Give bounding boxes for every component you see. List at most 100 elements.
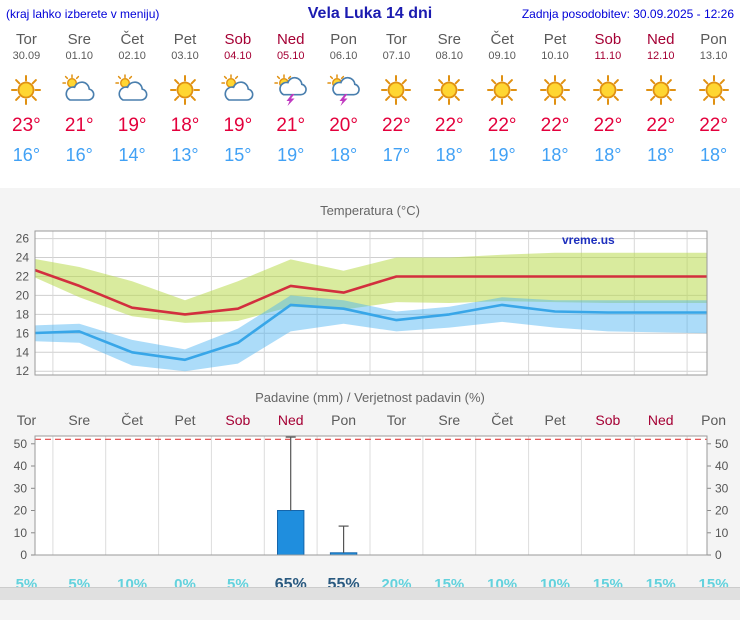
menu-hint-link[interactable]: (kraj lahko izberete v meniju) bbox=[6, 7, 160, 21]
day-date: 10.10 bbox=[541, 50, 569, 62]
svg-text:0: 0 bbox=[715, 548, 722, 562]
temp-min: 19° bbox=[277, 145, 305, 165]
precip-day-label: Pon bbox=[331, 412, 357, 428]
temp-max: 22° bbox=[646, 115, 676, 136]
day-date: 30.09 bbox=[12, 50, 41, 62]
temp-max: 23° bbox=[12, 115, 41, 136]
precip-day-label: Čet bbox=[491, 412, 514, 428]
svg-text:20: 20 bbox=[16, 288, 30, 302]
day-date: 06.10 bbox=[329, 50, 358, 62]
svg-text:20: 20 bbox=[715, 504, 729, 518]
last-updated-text: Zadnja posodobitev: 30.09.2025 - 12:26 bbox=[521, 7, 734, 21]
day-column[interactable]: Sob 04.10 19° 15° bbox=[211, 29, 264, 168]
day-date: 05.10 bbox=[276, 50, 305, 62]
weather-icon-storm bbox=[264, 67, 317, 113]
svg-text:50: 50 bbox=[715, 437, 729, 451]
weather-icon-cloud-sun bbox=[211, 67, 264, 113]
day-date: 08.10 bbox=[435, 50, 464, 62]
temp-min: 17° bbox=[382, 145, 411, 165]
weather-icon-sun bbox=[687, 67, 740, 113]
day-name: Sob bbox=[224, 31, 252, 48]
temp-min: 13° bbox=[171, 145, 199, 165]
precip-day-label: Pet bbox=[174, 412, 196, 428]
day-name: Ned bbox=[646, 31, 675, 48]
precip-day-label: Ned bbox=[277, 412, 304, 428]
day-column[interactable]: Sob 11.10 22° 18° bbox=[581, 29, 634, 168]
day-date: 03.10 bbox=[171, 50, 199, 62]
day-date: 02.10 bbox=[118, 50, 146, 62]
svg-text:20: 20 bbox=[14, 504, 28, 518]
day-name: Sob bbox=[594, 31, 622, 48]
precip-day-label: Čet bbox=[121, 412, 144, 428]
precip-day-label: Sre bbox=[68, 412, 91, 428]
day-name: Tor bbox=[16, 31, 37, 48]
temp-max: 18° bbox=[170, 115, 200, 136]
day-column[interactable]: Pon 06.10 20° 18° bbox=[317, 29, 370, 168]
day-column[interactable]: Tor 30.09 23° 16° bbox=[0, 29, 53, 168]
weather-icon-sun bbox=[634, 67, 687, 113]
day-name: Čet bbox=[490, 31, 514, 48]
weather-icon-sun bbox=[159, 67, 212, 113]
day-column[interactable]: Sre 01.10 21° 16° bbox=[53, 29, 106, 168]
svg-text:30: 30 bbox=[715, 481, 729, 495]
svg-text:40: 40 bbox=[14, 459, 28, 473]
temp-min: 16° bbox=[65, 145, 93, 165]
precip-day-label: Sob bbox=[225, 412, 251, 428]
day-name: Pet bbox=[173, 31, 197, 48]
day-column[interactable]: Čet 09.10 22° 19° bbox=[476, 29, 529, 168]
day-column[interactable]: Tor 07.10 22° 17° bbox=[370, 29, 423, 168]
temp-min: 18° bbox=[647, 145, 675, 165]
temp-min: 18° bbox=[329, 145, 358, 165]
day-column[interactable]: Ned 12.10 22° 18° bbox=[634, 29, 687, 168]
temp-max: 21° bbox=[64, 115, 94, 136]
precip-day-label: Pet bbox=[544, 412, 566, 428]
day-column[interactable]: Pon 13.10 22° 18° bbox=[687, 29, 740, 168]
day-column[interactable]: Ned 05.10 21° 19° bbox=[264, 29, 317, 168]
temp-max: 22° bbox=[540, 115, 570, 136]
temperature-chart: 12 14 16 18 20 22 24 26 vreme.us bbox=[16, 230, 708, 378]
svg-text:24: 24 bbox=[16, 251, 30, 265]
page-header: (kraj lahko izberete v meniju) Vela Luka… bbox=[0, 0, 740, 25]
days-strip: Tor 30.09 23° 16° Sre 01.10 21° 16° Čet 02.10 19° 1… bbox=[0, 29, 740, 168]
svg-text:0: 0 bbox=[20, 548, 27, 562]
precip-day-label: Sob bbox=[595, 412, 621, 428]
temp-max: 22° bbox=[382, 115, 411, 136]
weather-icon-sun bbox=[0, 67, 53, 113]
precip-day-label: Sre bbox=[438, 412, 461, 428]
page-title: Vela Luka 14 dni bbox=[307, 5, 433, 22]
precipitation-chart: 0 0 10 10 20 20 30 30 40 40 50 50 bbox=[14, 435, 729, 562]
svg-text:18: 18 bbox=[16, 307, 30, 321]
day-column[interactable]: Pet 03.10 18° 13° bbox=[159, 29, 212, 168]
temp-max: 21° bbox=[276, 115, 306, 136]
temp-max: 22° bbox=[487, 115, 517, 136]
day-column[interactable]: Pet 10.10 22° 18° bbox=[529, 29, 582, 168]
day-name: Pon bbox=[330, 31, 357, 48]
temp-max: 19° bbox=[223, 115, 253, 136]
day-name: Pon bbox=[700, 31, 727, 48]
svg-text:40: 40 bbox=[715, 459, 729, 473]
temp-max: 22° bbox=[699, 115, 728, 136]
svg-text:26: 26 bbox=[16, 232, 30, 246]
day-name: Čet bbox=[120, 31, 144, 48]
weather-icon-cloud-sun bbox=[53, 67, 106, 113]
temp-min: 14° bbox=[118, 145, 146, 165]
temp-min: 18° bbox=[594, 145, 622, 165]
temp-min: 18° bbox=[541, 145, 569, 165]
svg-text:12: 12 bbox=[16, 364, 30, 378]
svg-text:14: 14 bbox=[16, 345, 30, 359]
footer-bar bbox=[0, 587, 740, 600]
day-column[interactable]: Čet 02.10 19° 14° bbox=[106, 29, 159, 168]
svg-text:10: 10 bbox=[14, 526, 28, 540]
precip-day-label: Pon bbox=[701, 412, 727, 428]
day-name: Sre bbox=[67, 31, 91, 48]
weather-icon-sun bbox=[423, 67, 476, 113]
svg-text:10: 10 bbox=[715, 526, 729, 540]
temp-max: 22° bbox=[434, 115, 464, 136]
precip-day-label: Ned bbox=[647, 412, 674, 428]
day-date: 11.10 bbox=[594, 50, 622, 62]
day-column[interactable]: Sre 08.10 22° 18° bbox=[423, 29, 476, 168]
temp-min: 19° bbox=[488, 145, 516, 165]
day-date: 01.10 bbox=[65, 50, 94, 62]
temperature-chart-title: Temperatura (°C) bbox=[320, 203, 420, 218]
